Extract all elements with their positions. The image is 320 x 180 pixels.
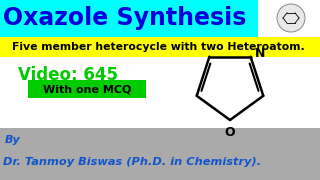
FancyBboxPatch shape	[0, 37, 320, 57]
Text: N: N	[255, 47, 265, 60]
Text: Oxazole Synthesis: Oxazole Synthesis	[3, 6, 247, 30]
Text: With one MCQ: With one MCQ	[43, 84, 131, 94]
Text: Five member heterocycle with two Heteroatom.: Five member heterocycle with two Heteroa…	[12, 42, 304, 52]
FancyBboxPatch shape	[0, 0, 258, 37]
Circle shape	[277, 4, 305, 32]
Text: Video: 645: Video: 645	[18, 66, 118, 84]
FancyBboxPatch shape	[28, 80, 146, 98]
Text: O: O	[225, 126, 235, 139]
Text: By: By	[5, 135, 21, 145]
FancyBboxPatch shape	[0, 128, 320, 180]
Text: Dr. Tanmoy Biswas (Ph.D. in Chemistry).: Dr. Tanmoy Biswas (Ph.D. in Chemistry).	[3, 157, 261, 167]
